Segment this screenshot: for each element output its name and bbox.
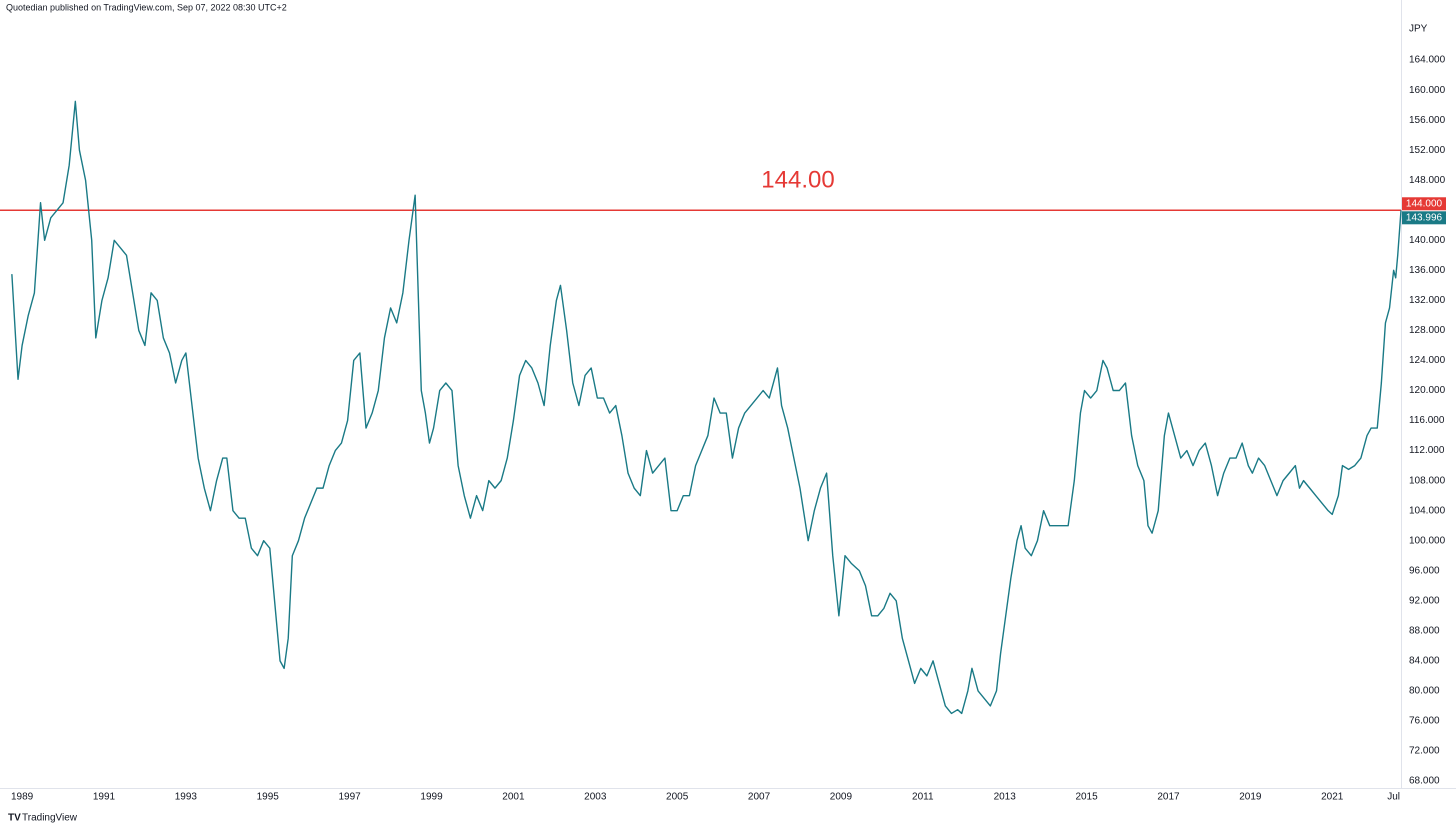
y-tick-label: 96.000 (1409, 565, 1440, 576)
x-tick-label: 2015 (1075, 792, 1098, 803)
x-tick-label: 2009 (830, 792, 853, 803)
y-tick-label: 148.000 (1409, 175, 1446, 186)
x-tick-label: 2003 (584, 792, 607, 803)
branding: TradingView (22, 813, 78, 824)
y-tick-label: 68.000 (1409, 776, 1440, 787)
x-tick-label: 1999 (420, 792, 443, 803)
y-tick-label: 80.000 (1409, 686, 1440, 697)
x-tick-label: 2005 (666, 792, 689, 803)
y-tick-label: 140.000 (1409, 235, 1446, 246)
y-tick-label: 108.000 (1409, 475, 1446, 486)
x-tick-label: 2019 (1239, 792, 1262, 803)
y-tick-label: 120.000 (1409, 385, 1446, 396)
y-tick-label: 84.000 (1409, 656, 1440, 667)
level-price-text: 144.000 (1406, 198, 1443, 209)
price-line (11, 100, 1402, 715)
level-annotation: 144.00 (761, 167, 834, 194)
y-tick-label: 156.000 (1409, 115, 1446, 126)
level-price-tag (1402, 197, 1446, 211)
x-tick-label: 2013 (994, 792, 1017, 803)
y-tick-label: 164.000 (1409, 55, 1446, 66)
y-tick-label: 124.000 (1409, 355, 1446, 366)
x-tick-label: 1995 (257, 792, 280, 803)
x-tick-label: 1993 (175, 792, 198, 803)
x-tick-label: 1997 (339, 792, 362, 803)
y-tick-label: 100.000 (1409, 535, 1446, 546)
x-tick-label: 1991 (93, 792, 116, 803)
last-price-tag (1402, 211, 1446, 225)
x-tick-label: 2021 (1321, 792, 1344, 803)
y-tick-label: 136.000 (1409, 265, 1446, 276)
y-tick-label: 160.000 (1409, 85, 1446, 96)
y-tick-label: 76.000 (1409, 716, 1440, 727)
header: Quotedian published on TradingView.com, … (6, 2, 287, 12)
y-tick-label: 112.000 (1409, 445, 1445, 456)
y-tick-label: 116.000 (1409, 415, 1445, 426)
logo-mark: TV (8, 813, 21, 824)
x-tick-label: 1989 (11, 792, 34, 803)
y-tick-label: 128.000 (1409, 325, 1446, 336)
x-tick-label: 2001 (502, 792, 525, 803)
y-tick-label: 132.000 (1409, 295, 1446, 306)
x-tick-label: 2017 (1157, 792, 1180, 803)
y-tick-label: 72.000 (1409, 746, 1440, 757)
y-tick-label: 88.000 (1409, 625, 1440, 636)
x-tick-label: 2007 (748, 792, 771, 803)
y-tick-label: 152.000 (1409, 145, 1446, 156)
last-price-text: 143.996 (1406, 212, 1443, 223)
y-tick-label: 92.000 (1409, 595, 1440, 606)
currency-label: JPY (1409, 24, 1428, 35)
x-tick-label: Jul (1387, 792, 1400, 803)
x-tick-label: 2011 (912, 792, 934, 803)
y-tick-label: 104.000 (1409, 505, 1446, 516)
